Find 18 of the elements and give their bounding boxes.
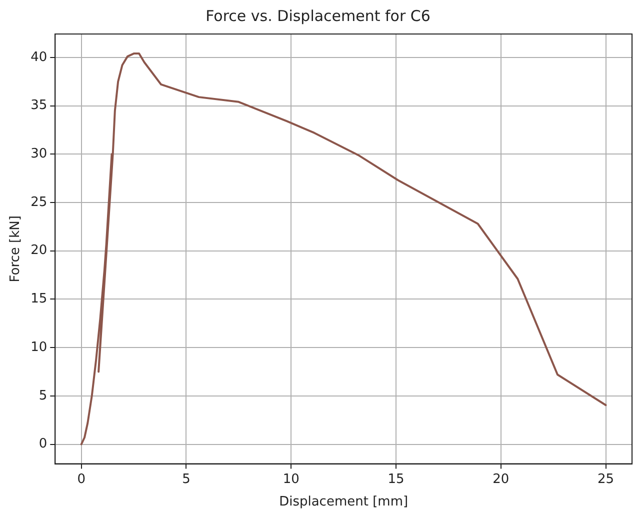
x-tick-label: 20 xyxy=(492,472,510,487)
x-tick-label: 0 xyxy=(77,472,86,487)
x-tick-label: 5 xyxy=(182,472,190,487)
y-axis-title: Force [kN] xyxy=(8,216,24,282)
y-tick-label: 15 xyxy=(30,292,48,307)
chart-title: Force vs. Displacement for C6 xyxy=(206,6,430,25)
y-tick-label: 40 xyxy=(30,50,48,65)
x-tick-label: 15 xyxy=(388,472,404,487)
y-tick-label: 35 xyxy=(30,98,48,114)
y-tick-label: 20 xyxy=(30,243,48,258)
x-tick-label: 25 xyxy=(598,472,614,487)
y-tick-label: 0 xyxy=(38,436,48,452)
x-tick-label: 10 xyxy=(282,472,300,487)
y-tick-label: 25 xyxy=(30,194,48,210)
x-axis-title: Displacement [mm] xyxy=(279,494,408,510)
y-tick-label: 10 xyxy=(30,340,48,355)
y-tick-label: 30 xyxy=(30,146,48,162)
y-tick-label: 5 xyxy=(38,388,48,404)
